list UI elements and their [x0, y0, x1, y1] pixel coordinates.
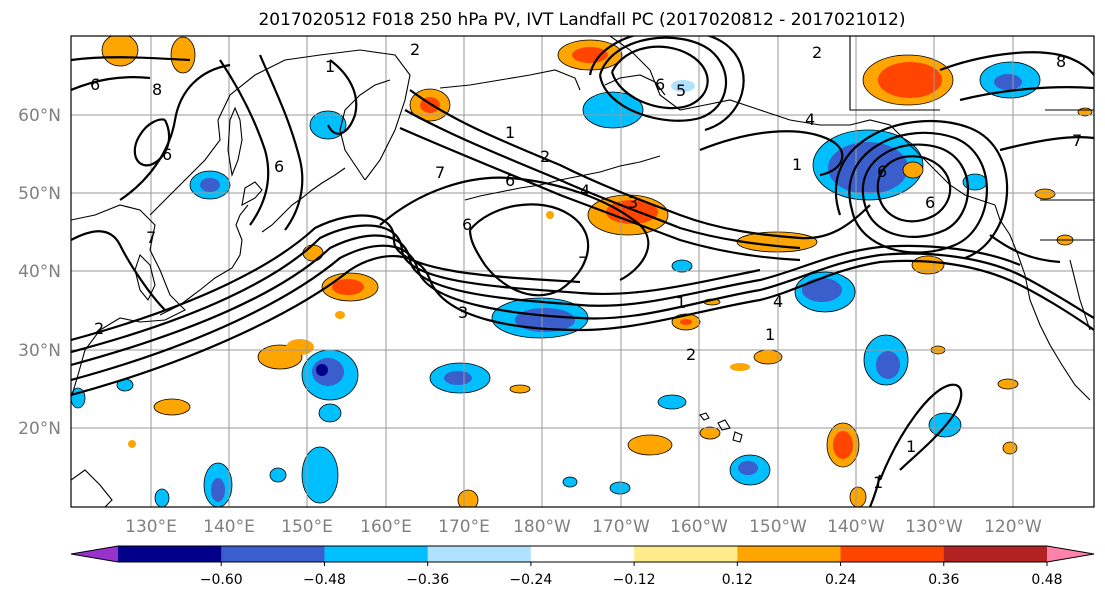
colorbar-segment	[221, 546, 325, 562]
longitude-labels: 130°E 140°E 150°E 160°E 170°E 180°W 170°…	[125, 517, 1042, 537]
lon-label: 170°E	[438, 517, 490, 537]
contour-label: 2	[812, 43, 822, 62]
lat-label: 50°N	[18, 184, 61, 204]
contour-label: 1	[676, 293, 686, 312]
colorbar-tick-label: 0.24	[825, 572, 856, 588]
colorbar-tick-label: 0.48	[1031, 572, 1062, 588]
contour-label: 6	[274, 157, 284, 176]
pv-contours	[71, 36, 1094, 507]
contour-label: 4	[580, 181, 590, 200]
contour-label: 8	[152, 80, 162, 99]
latitude-labels: 60°N 50°N 40°N 30°N 20°N	[18, 106, 61, 439]
contour-label: 3	[458, 303, 468, 322]
colorbar	[70, 545, 1095, 563]
contour-label: 1	[765, 325, 775, 344]
lon-label: 160°W	[670, 517, 728, 537]
colorbar-segment	[737, 546, 842, 562]
contour-label: 1	[873, 473, 883, 492]
contour-label: 3	[628, 193, 638, 212]
lat-label: 60°N	[18, 106, 61, 126]
lon-label: 140°E	[203, 517, 255, 537]
colorbar-tick-label: 0.36	[928, 572, 959, 588]
contour-label: 6	[462, 215, 472, 234]
contour-label: 6	[90, 75, 100, 94]
contour-label: 1	[792, 155, 802, 174]
lon-label: 160°E	[360, 517, 412, 537]
colorbar-segment	[118, 546, 222, 562]
contour-label: 8	[1056, 52, 1066, 71]
colorbar-segment	[840, 546, 945, 562]
contour-labels: 2 1 1 2 7 6 4 3 6 7 3 1 2 1 4 1 6 4 2 6 …	[90, 40, 1082, 492]
lat-label: 40°N	[18, 262, 61, 282]
lon-label: 170°W	[592, 517, 650, 537]
contour-label: 7	[578, 253, 588, 272]
contour-label: 4	[773, 292, 783, 311]
lon-label: 150°W	[749, 517, 807, 537]
contour-label: 5	[676, 81, 686, 100]
contour-label: 2	[686, 345, 696, 364]
lon-label: 130°W	[905, 517, 963, 537]
lon-label: 180°W	[513, 517, 571, 537]
lon-label: 130°E	[125, 517, 177, 537]
contour-label: 6	[925, 193, 935, 212]
colorbar-segment	[634, 546, 738, 562]
lat-label: 20°N	[18, 419, 61, 439]
lon-label: 140°W	[827, 517, 885, 537]
contour-label: 6	[162, 145, 172, 164]
colorbar-tick-label: −0.12	[613, 572, 656, 588]
colorbar-ticks: −0.60 −0.48 −0.36 −0.24 −0.12 0.12 0.24 0.36 0.4…	[200, 562, 1063, 588]
colorbar-tick-label: −0.48	[303, 572, 346, 588]
contour-label: 6	[505, 171, 515, 190]
colorbar-segment	[324, 546, 429, 562]
contour-label: 6	[877, 162, 887, 181]
colorbar-tick-label: −0.24	[509, 572, 552, 588]
lon-label: 120°W	[984, 517, 1042, 537]
colorbar-extend-max	[1047, 546, 1094, 562]
contour-label: 2	[540, 147, 550, 166]
colorbar-extend-min	[71, 546, 118, 562]
colorbar-tick-label: 0.12	[722, 572, 753, 588]
contour-label: 6	[655, 75, 665, 94]
contour-label: 1	[906, 437, 916, 456]
colorbar-tick-label: −0.60	[200, 572, 243, 588]
colorbar-outline	[70, 545, 1095, 563]
colorbar-segment	[530, 546, 635, 562]
lat-label: 30°N	[18, 341, 61, 361]
map-content: 2 1 1 2 7 6 4 3 6 7 3 1 2 1 4 1 6 4 2 6 …	[71, 36, 1094, 507]
contour-label: 2	[94, 319, 104, 338]
contour-label: 4	[805, 110, 815, 129]
contour-label: 1	[325, 57, 335, 76]
map-title: 2017020512 F018 250 hPa PV, IVT Landfall…	[258, 10, 905, 30]
contour-label: 7	[435, 163, 445, 182]
contour-label: 1	[505, 123, 515, 142]
colorbar-segment	[427, 546, 532, 562]
colorbar-tick-label: −0.36	[406, 572, 449, 588]
lon-label: 150°E	[281, 517, 333, 537]
colorbar-segment	[943, 546, 1048, 562]
contour-label: 7	[1072, 131, 1082, 150]
contour-label: 7	[146, 228, 156, 247]
contour-label: 2	[410, 40, 420, 59]
map-border	[70, 35, 1095, 508]
